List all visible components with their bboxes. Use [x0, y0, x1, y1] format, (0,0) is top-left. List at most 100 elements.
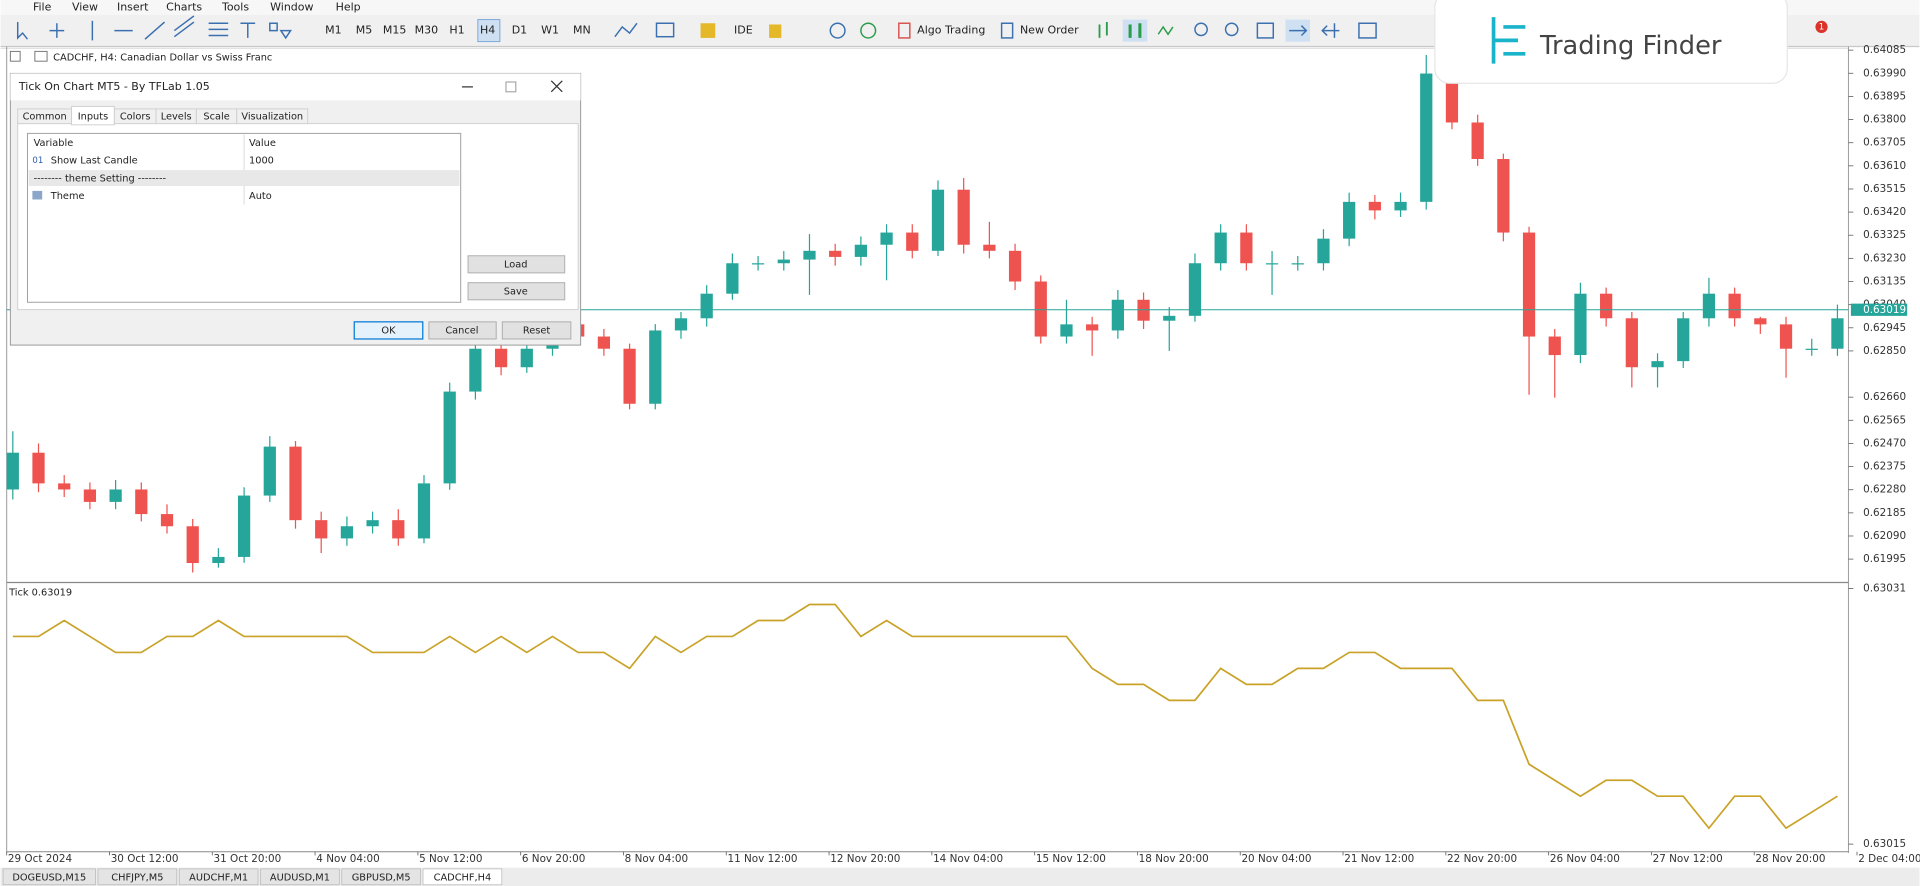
y-tick-label: 0.63031	[1863, 583, 1906, 595]
x-tick-label: 14 Nov 04:00	[933, 853, 1003, 865]
ide-button[interactable]: IDE	[734, 24, 753, 37]
load-label: Load	[504, 259, 527, 270]
tab[interactable]	[236, 108, 309, 125]
candle-body	[597, 336, 611, 349]
close-button[interactable]	[550, 80, 563, 93]
timeframe-button[interactable]: D1	[512, 24, 527, 37]
timeframe-button[interactable]: M30	[415, 24, 439, 37]
chart-title: CADCHF, H4: Canadian Dollar vs Swiss Fra…	[53, 53, 272, 64]
y-tick-label: 0.62280	[1863, 484, 1906, 496]
candle-body	[1522, 232, 1536, 337]
candle-body	[1471, 122, 1484, 160]
algo-trading-button[interactable]: Algo Trading	[917, 24, 985, 37]
shift-icon[interactable]	[1321, 23, 1340, 38]
x-tick-label: 2 Dec 04:00	[1858, 853, 1920, 865]
variable-value[interactable]: 1000	[249, 155, 274, 166]
menu-item[interactable]: View	[72, 0, 98, 13]
reset-button[interactable]	[501, 321, 572, 340]
group-name: -------- theme Setting --------	[34, 174, 167, 185]
symbol-tab[interactable]	[341, 868, 421, 886]
cloud-icon[interactable]	[829, 22, 846, 39]
symbol-tab-label: DOGEUSD,M15	[12, 872, 86, 883]
candle-body	[315, 520, 328, 539]
candle-body	[1728, 293, 1741, 319]
market-icon[interactable]	[700, 23, 716, 38]
menu-item[interactable]: Help	[336, 0, 361, 13]
cursor-icon[interactable]	[16, 22, 29, 40]
menu-item[interactable]: Tools	[221, 0, 249, 13]
order-icon[interactable]	[1000, 22, 1014, 39]
vps-icon[interactable]	[860, 22, 877, 39]
trendline-icon[interactable]	[144, 21, 166, 40]
candle-body	[392, 520, 405, 539]
candles-icon[interactable]	[1128, 23, 1142, 38]
save-label: Save	[504, 286, 528, 297]
symbol-tab[interactable]	[178, 868, 259, 886]
candle-body	[494, 348, 508, 368]
zoom-in-icon[interactable]	[1194, 22, 1208, 37]
candle-body	[1060, 324, 1073, 337]
shapes-icon[interactable]	[269, 22, 292, 40]
load-button[interactable]	[467, 255, 566, 274]
x-tick-label: 29 Oct 2024	[8, 853, 73, 865]
template-icon[interactable]	[655, 22, 675, 38]
save-button[interactable]	[467, 282, 566, 301]
maximize-button[interactable]	[505, 81, 517, 93]
signals-icon[interactable]	[769, 24, 782, 38]
timeframe-button[interactable]: M1	[325, 24, 342, 37]
symbol-tab[interactable]	[97, 868, 178, 886]
timeframe-button[interactable]: MN	[573, 24, 591, 37]
h4-highlight	[477, 19, 501, 43]
menu-item[interactable]: Window	[270, 0, 313, 13]
candle-body	[931, 189, 945, 251]
line-icon[interactable]	[1157, 25, 1174, 36]
fibo-icon[interactable]	[208, 22, 229, 37]
text-icon[interactable]	[240, 22, 256, 38]
y-tick-label: 0.63895	[1863, 90, 1906, 102]
menu-item[interactable]: Charts	[166, 0, 202, 13]
timeframe-button[interactable]: M5	[356, 24, 373, 37]
menu-item[interactable]: Insert	[117, 0, 149, 13]
algo-icon[interactable]	[898, 22, 911, 39]
symbol-tab-active[interactable]	[422, 868, 503, 886]
channel-icon[interactable]	[173, 15, 195, 38]
y-tick-label: 0.63015	[1863, 838, 1906, 850]
symbol-tab-label: GBPUSD,M5	[352, 872, 411, 883]
screenshot-icon[interactable]	[1358, 22, 1377, 39]
x-tick-label: 15 Nov 12:00	[1036, 853, 1106, 865]
autoscroll-icon[interactable]	[1289, 25, 1308, 37]
tab-label: Colors	[120, 111, 151, 122]
x-tick-label: 8 Nov 04:00	[625, 853, 688, 865]
menu-item[interactable]: File	[33, 0, 52, 13]
candle-body	[58, 483, 71, 490]
notification-badge[interactable]	[1815, 20, 1828, 34]
candle-body	[237, 495, 251, 557]
candle-body	[417, 483, 431, 539]
timeframe-button[interactable]: H1	[449, 24, 464, 37]
bars-icon[interactable]	[1098, 22, 1108, 38]
timeframe-button[interactable]: M15	[383, 24, 407, 37]
indicator-icon[interactable]	[614, 22, 638, 38]
zoom-out-icon[interactable]	[1224, 22, 1239, 37]
x-tick-label: 31 Oct 20:00	[214, 853, 282, 865]
crosshair-icon[interactable]	[49, 23, 65, 38]
y-tick-label: 0.62565	[1863, 414, 1906, 426]
candle-body	[777, 259, 790, 264]
variable-value[interactable]: Auto	[249, 191, 272, 202]
new-order-button[interactable]: New Order	[1020, 24, 1079, 37]
candle-body	[854, 244, 867, 257]
symbol-tab-label: AUDUSD,M1	[270, 872, 330, 883]
candle-body	[957, 189, 970, 245]
timeframe-button[interactable]: W1	[541, 24, 559, 37]
tile-icon[interactable]	[1256, 22, 1275, 39]
ok-label: OK	[381, 325, 396, 336]
column-header: Variable	[34, 138, 74, 149]
y-tick-label: 0.63420	[1863, 206, 1906, 218]
logo-text: Trading Finder	[1539, 31, 1722, 61]
symbol-tab[interactable]	[2, 868, 96, 886]
symbol-tab[interactable]	[260, 868, 340, 886]
cancel-button[interactable]	[428, 321, 497, 340]
ok-button[interactable]	[353, 321, 424, 340]
candle-body	[726, 263, 739, 294]
timeframe-button[interactable]: H4	[480, 24, 495, 37]
